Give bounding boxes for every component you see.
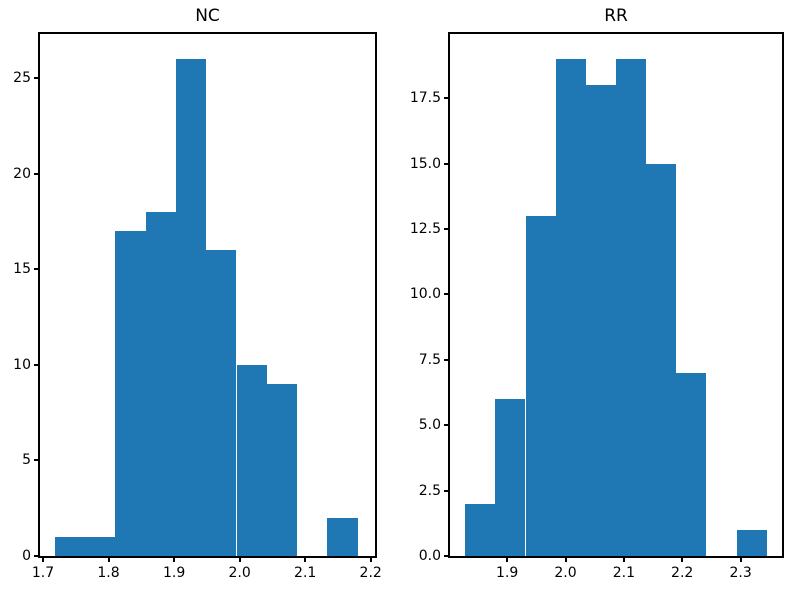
plot-title: RR <box>604 6 628 26</box>
y-tick-label: 5.0 <box>418 417 441 434</box>
subplot-nc: NC 1.7 1.8 1.9 2.0 2.1 2.2 0 5 10 15 20 25 <box>0 0 394 592</box>
histogram-bar <box>525 215 556 556</box>
y-tick-label: 0 <box>22 548 31 564</box>
y-tick-mark <box>34 555 38 557</box>
y-tick-mark <box>34 172 38 175</box>
histogram-bar <box>616 58 647 556</box>
x-tick-mark <box>564 558 567 562</box>
y-tick-mark <box>444 97 448 100</box>
x-tick-label: 1.9 <box>496 565 519 581</box>
y-tick-mark <box>444 227 448 230</box>
histogram-bar <box>646 163 677 556</box>
plot-area <box>448 32 784 558</box>
x-tick-label: 2.0 <box>554 565 577 581</box>
histogram-bar <box>54 536 86 556</box>
x-tick-mark <box>506 558 509 562</box>
y-tick-label: 10 <box>13 356 31 373</box>
y-tick-label: 25 <box>13 70 31 86</box>
x-tick-label: 1.8 <box>97 565 120 581</box>
histogram-bar <box>585 85 616 556</box>
plot-area <box>38 32 377 558</box>
y-tick-mark <box>444 555 448 557</box>
x-tick-label: 2.2 <box>359 565 382 581</box>
y-tick-label: 2.5 <box>418 482 441 499</box>
y-tick-mark <box>34 268 38 271</box>
y-tick-mark <box>444 489 448 492</box>
x-tick-label: 2.1 <box>612 565 636 581</box>
histogram-bar <box>175 58 207 556</box>
x-tick-mark <box>369 558 372 562</box>
histogram-bar <box>85 536 116 556</box>
histogram-bar <box>465 503 496 556</box>
y-tick-label: 7.5 <box>418 351 441 368</box>
y-tick-label: 20 <box>13 165 31 182</box>
x-tick-mark <box>622 558 625 562</box>
y-tick-mark <box>444 293 448 296</box>
y-tick-label: 5 <box>22 452 31 469</box>
y-tick-label: 10.0 <box>409 286 441 303</box>
subplot-rr: RR 1.9 2.0 2.1 2.2 2.3 0.0 2.5 5.0 7.5 10.0 12.5 15… <box>394 0 789 592</box>
y-tick-mark <box>444 162 448 165</box>
y-tick-label: 0.0 <box>418 548 441 564</box>
x-tick-mark <box>739 558 742 562</box>
plot-title: NC <box>195 6 220 26</box>
histogram-bar <box>145 211 176 556</box>
y-tick-label: 17.5 <box>409 90 441 107</box>
x-tick-mark <box>681 558 684 562</box>
x-tick-mark <box>238 558 241 562</box>
histogram-bar <box>555 58 586 556</box>
x-tick-label: 1.7 <box>31 565 55 581</box>
y-tick-mark <box>34 363 38 366</box>
y-tick-label: 12.5 <box>409 220 441 237</box>
x-tick-mark <box>304 558 307 562</box>
x-tick-label: 1.9 <box>162 565 186 581</box>
x-tick-label: 2.1 <box>294 565 317 581</box>
histogram-bar <box>327 517 358 556</box>
x-tick-label: 2.0 <box>228 565 251 581</box>
histogram-bar <box>266 383 298 556</box>
histogram-bar <box>236 364 267 556</box>
x-tick-label: 2.3 <box>729 565 752 581</box>
y-tick-mark <box>34 459 38 462</box>
histogram-bar <box>676 372 707 556</box>
y-tick-label: 15 <box>13 261 31 278</box>
y-tick-mark <box>34 77 38 79</box>
x-tick-mark <box>42 558 44 562</box>
x-tick-mark <box>173 558 176 562</box>
y-tick-label: 15.0 <box>409 155 441 172</box>
x-tick-label: 2.2 <box>671 565 694 581</box>
y-tick-mark <box>444 424 448 427</box>
histogram-bar <box>206 250 237 556</box>
x-tick-mark <box>107 558 110 562</box>
histogram-bar <box>736 529 767 556</box>
y-tick-mark <box>444 358 448 361</box>
histogram-bar <box>115 230 146 556</box>
histogram-bar <box>495 399 526 556</box>
